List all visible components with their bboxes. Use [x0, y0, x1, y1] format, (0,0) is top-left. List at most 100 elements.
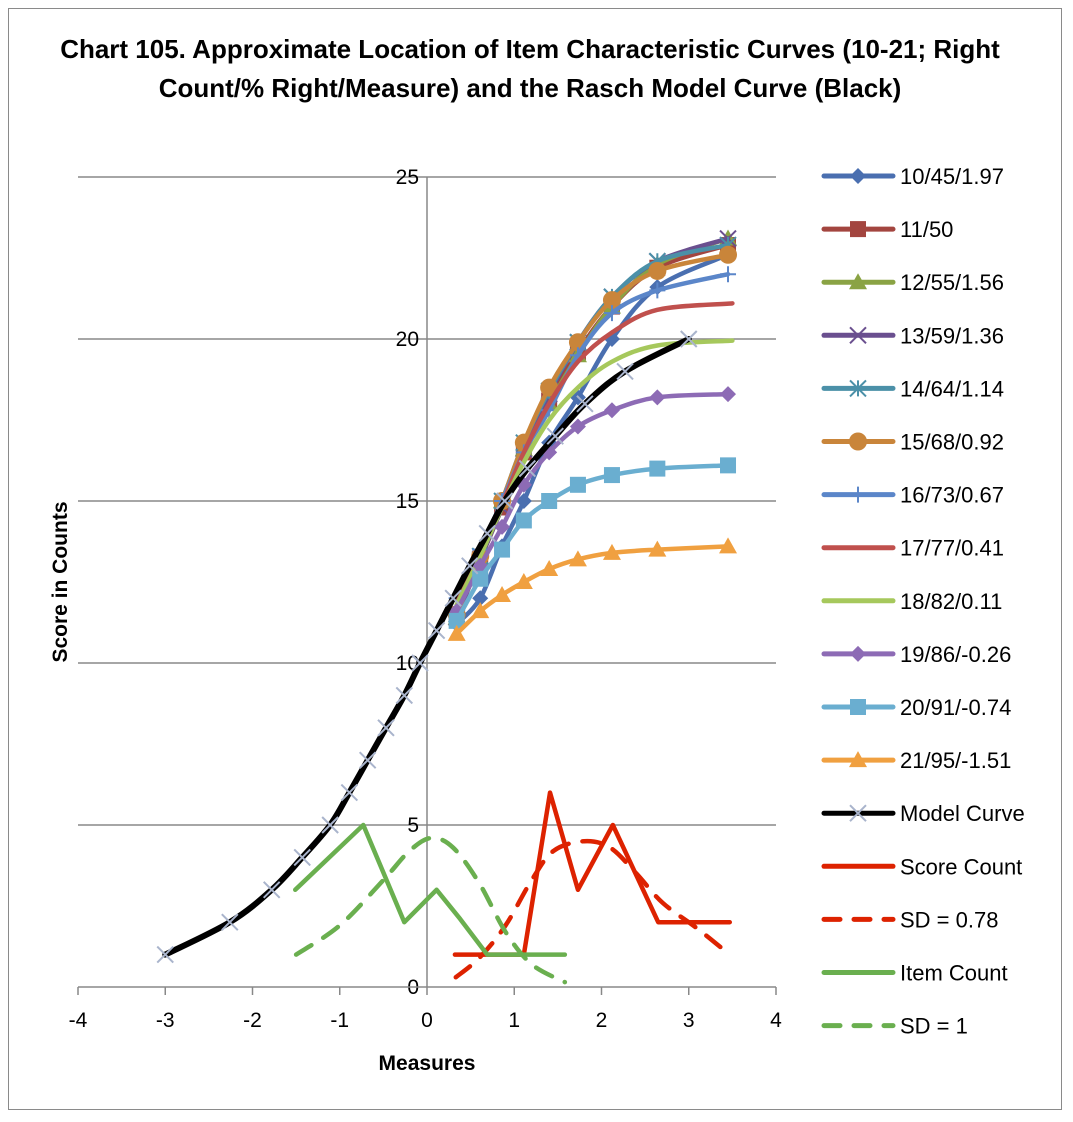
marker-triangle	[719, 537, 738, 554]
x-tick-label: 2	[596, 1009, 608, 1032]
line-18-82-0-11	[454, 338, 735, 607]
legend-item-10-45-1-97: 10/45/1.97	[821, 164, 1004, 189]
marker-triangle	[648, 540, 667, 557]
marker-plus	[603, 305, 620, 322]
series-19-86-0-26	[448, 386, 737, 620]
legend-label: 14/64/1.14	[900, 376, 1004, 401]
marker-triangle	[849, 273, 867, 290]
legend-label: Score Count	[900, 854, 1022, 879]
marker-x	[849, 804, 867, 822]
series-model-curve	[156, 330, 698, 964]
legend-item-19-86-0-26: 19/86/-0.26	[821, 642, 1011, 667]
legend-item-16-73-0-67: 16/73/0.67	[821, 483, 1004, 508]
marker-square	[720, 457, 737, 474]
marker-square	[569, 476, 586, 493]
marker-diamond	[472, 590, 489, 607]
marker-triangle	[568, 550, 587, 567]
legend-item-12-55-1-56: 12/55/1.56	[821, 270, 1004, 295]
x-tick-label: 3	[683, 1009, 695, 1032]
series-18-82-0-11	[454, 338, 735, 607]
x-tick-label: -1	[330, 1009, 349, 1032]
x-tick-label: 1	[508, 1009, 520, 1032]
x-axis-label: Measures	[379, 1052, 476, 1075]
marker-x	[156, 945, 174, 964]
marker-diamond	[720, 386, 737, 403]
y-axis-label: Score in Counts	[49, 501, 72, 662]
marker-x	[427, 621, 446, 640]
legend-label: 17/77/0.41	[900, 536, 1004, 561]
x-tick-label: -4	[69, 1009, 88, 1032]
marker-circle	[719, 245, 738, 264]
marker-x	[262, 881, 281, 899]
marker-x	[495, 492, 514, 510]
series-score-count	[452, 790, 733, 957]
marker-x	[221, 913, 239, 931]
marker-x	[680, 330, 698, 348]
x-tick-label: 0	[421, 1009, 433, 1032]
marker-x	[576, 395, 594, 413]
y-tick-label: 5	[407, 814, 419, 837]
line-sd-1	[293, 835, 568, 985]
marker-x	[411, 654, 429, 672]
marker-x	[321, 816, 339, 834]
legend-item-17-77-0-41: 17/77/0.41	[821, 536, 1004, 561]
legend-label: 11/50	[900, 217, 953, 242]
marker-x	[461, 557, 479, 575]
legend-item-20-91-0-74: 20/91/-0.74	[821, 695, 1011, 720]
legend-item-15-68-0-92: 15/68/0.92	[821, 430, 1004, 455]
marker-x	[518, 459, 537, 478]
marker-plus	[649, 282, 666, 299]
marker-x	[377, 719, 395, 737]
legend-label: 18/82/0.11	[900, 589, 1002, 614]
legend-label: 21/95/-1.51	[900, 748, 1011, 773]
marker-plus	[720, 266, 737, 283]
marker-x	[478, 524, 496, 543]
marker-diamond	[850, 168, 866, 184]
series-sd-0-78	[453, 838, 733, 980]
legend: 10/45/1.97 11/50 12/55/1.56 13/59/1.36 14/64…	[821, 164, 1025, 1039]
marker-square	[603, 467, 620, 484]
marker-circle	[849, 432, 867, 451]
series-group	[156, 229, 738, 985]
legend-label: 16/73/0.67	[900, 483, 1004, 508]
marker-diamond	[515, 493, 532, 509]
legend-label: 20/91/-0.74	[900, 695, 1011, 720]
marker-x	[546, 427, 564, 445]
legend-label: SD = 1	[900, 1014, 968, 1039]
legend-item-score-count: Score Count	[821, 854, 1022, 879]
marker-diamond	[649, 389, 666, 406]
legend-label: 10/45/1.97	[900, 164, 1004, 189]
marker-square	[472, 570, 489, 587]
legend-item-11-50: 11/50	[821, 217, 953, 242]
marker-x	[849, 326, 867, 345]
marker-triangle	[849, 751, 867, 768]
marker-triangle	[514, 573, 533, 589]
marker-triangle	[471, 602, 490, 619]
marker-x	[358, 751, 377, 769]
legend-label: 13/59/1.36	[900, 323, 1004, 348]
legend-item-model-curve: Model Curve	[821, 801, 1025, 826]
marker-x	[340, 783, 359, 802]
marker-triangle	[602, 543, 621, 560]
marker-triangle	[447, 624, 466, 641]
marker-x	[616, 362, 634, 381]
marker-x	[444, 589, 462, 607]
y-tick-label: 25	[396, 166, 419, 189]
marker-diamond	[494, 518, 511, 535]
line-score-count	[452, 790, 733, 957]
x-tick-label: 4	[770, 1009, 782, 1032]
line-item-count	[293, 822, 568, 957]
chart-title: Chart 105. Approximate Location of Item …	[60, 34, 1000, 103]
marker-triangle	[540, 560, 559, 577]
legend-item-14-64-1-14: 14/64/1.14	[821, 376, 1004, 401]
marker-plus	[850, 486, 866, 503]
marker-square	[850, 221, 866, 238]
line-10-45-1-97	[454, 252, 731, 627]
legend-label: SD = 0.78	[900, 907, 998, 932]
y-tick-label: 20	[396, 328, 419, 351]
legend-label: 12/55/1.56	[900, 270, 1004, 295]
x-tick-label: -2	[243, 1009, 262, 1032]
marker-square	[494, 541, 511, 558]
